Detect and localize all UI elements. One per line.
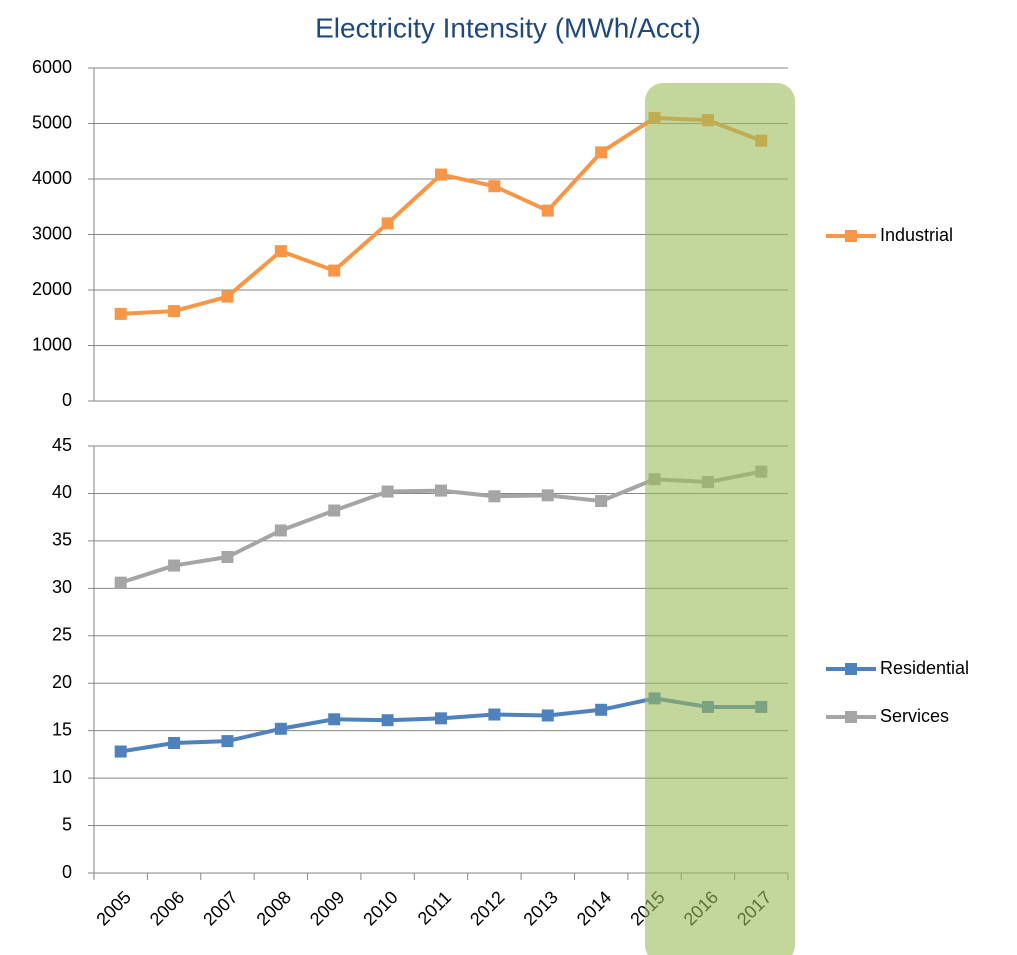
y-tick-label: 4000 — [32, 168, 72, 188]
y-tick-label: 10 — [52, 767, 72, 787]
marker — [541, 709, 554, 722]
marker — [221, 735, 234, 748]
legend-label: Industrial — [880, 225, 953, 245]
y-tick-label: 1000 — [32, 334, 72, 354]
legend-marker — [845, 663, 857, 675]
y-tick-label: 15 — [52, 719, 72, 739]
marker — [168, 559, 181, 572]
y-tick-label: 35 — [52, 530, 72, 550]
marker — [381, 485, 394, 498]
marker — [435, 712, 447, 725]
marker — [221, 551, 234, 564]
y-tick-label: 5 — [62, 814, 72, 834]
marker — [328, 504, 341, 517]
legend-label: Services — [880, 706, 949, 726]
marker — [488, 180, 501, 193]
marker — [168, 737, 181, 750]
marker — [381, 217, 394, 230]
marker — [595, 146, 608, 159]
x-tick-label: 2011 — [414, 887, 456, 929]
highlight — [645, 83, 795, 955]
y-tick-label: 0 — [62, 862, 72, 882]
marker — [381, 714, 394, 727]
legend-marker — [845, 711, 857, 723]
marker — [435, 168, 447, 181]
x-tick-label: 2006 — [146, 887, 188, 929]
chart-title: Electricity Intensity (MWh/Acct) — [315, 12, 701, 43]
marker — [328, 713, 341, 726]
marker — [274, 245, 287, 258]
marker — [274, 524, 287, 537]
x-tick-label: 2010 — [359, 887, 401, 929]
marker — [488, 490, 501, 503]
y-tick-label: 0 — [62, 390, 72, 410]
marker — [541, 489, 554, 502]
marker — [541, 204, 554, 217]
legend-label: Residential — [880, 658, 969, 678]
marker — [221, 290, 234, 303]
marker — [114, 576, 127, 589]
x-tick-label: 2005 — [92, 887, 134, 929]
y-tick-label: 6000 — [32, 57, 72, 77]
marker — [595, 703, 608, 716]
marker — [114, 307, 127, 320]
x-tick-label: 2007 — [199, 887, 241, 929]
marker — [168, 305, 181, 318]
x-tick-label: 2012 — [466, 887, 508, 929]
marker — [435, 484, 447, 497]
y-tick-label: 2000 — [32, 279, 72, 299]
y-tick-label: 25 — [52, 625, 72, 645]
x-tick-label: 2008 — [253, 887, 295, 929]
marker — [328, 264, 341, 277]
y-tick-label: 30 — [52, 577, 72, 597]
y-tick-label: 3000 — [32, 223, 72, 243]
marker — [274, 722, 287, 735]
legend-marker — [845, 230, 857, 242]
marker — [595, 495, 608, 508]
marker — [488, 708, 501, 721]
x-tick-label: 2013 — [519, 887, 561, 929]
marker — [114, 745, 127, 758]
y-tick-label: 45 — [52, 435, 72, 455]
x-tick-label: 2009 — [306, 887, 348, 929]
y-tick-label: 20 — [52, 672, 72, 692]
x-tick-label: 2014 — [573, 887, 615, 929]
y-tick-label: 40 — [52, 482, 72, 502]
y-tick-label: 5000 — [32, 112, 72, 132]
